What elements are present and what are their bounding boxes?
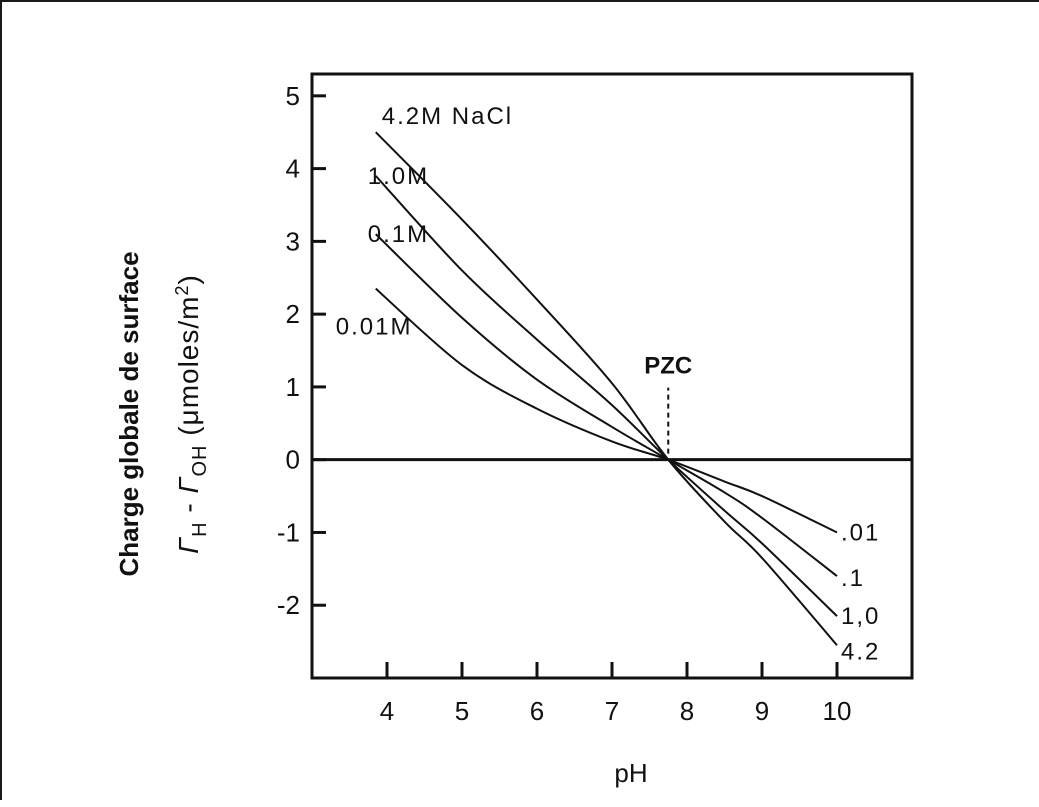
series-line: [375, 233, 838, 577]
units-superscript: 2: [172, 285, 192, 296]
gamma-oh-symbol: Γ: [173, 477, 204, 494]
y-tick-label: 1: [286, 372, 300, 402]
subscript-oh: OH: [189, 445, 211, 477]
x-axis-title: pH: [614, 758, 647, 788]
curves-layer: [375, 131, 838, 646]
x-tick-label: 7: [605, 696, 619, 726]
pzc-label: PZC: [644, 353, 692, 380]
y-tick-label: -2: [277, 590, 300, 620]
y-tick-label: 3: [286, 226, 300, 256]
series-end-label: 4.2: [841, 638, 880, 665]
x-tick-label: 8: [680, 696, 694, 726]
y-axis-title: Charge globale de surface: [114, 251, 144, 576]
series-line: [375, 287, 838, 534]
series-name-label: 0.1M: [368, 221, 429, 248]
y-tick-label: 2: [286, 299, 300, 329]
y-tick-label: 5: [286, 81, 300, 111]
series-end-label: 1,0: [841, 603, 880, 630]
x-tick-label: 9: [755, 696, 769, 726]
labels-layer: 4.2M NaCl 4.2 1.0M 1,0 0.1M .1 0.01M .01 PZC: [336, 103, 880, 665]
y-tick-label: -1: [277, 517, 300, 547]
units-open: (μmoles/m: [173, 296, 204, 445]
y-tick-label: 0: [286, 445, 300, 475]
series-name-label: 4.2M NaCl: [382, 103, 513, 130]
units-close: ): [173, 274, 204, 284]
y-axis-quantity-label: ΓH - ΓOH (μmoles/m2): [172, 274, 211, 554]
subscript-h: H: [189, 521, 211, 536]
series-line: [375, 131, 838, 646]
x-tick-label: 10: [823, 696, 852, 726]
gamma-h-symbol: Γ: [173, 537, 204, 554]
x-tick-label: 4: [380, 696, 394, 726]
y-tick-label: 4: [286, 154, 300, 184]
axes-layer: -2 -1 0 1 2 3 4 5 4 5 6 7 8 9 10: [277, 81, 912, 726]
series-end-label: .1: [841, 565, 865, 592]
series-end-label: .01: [841, 519, 880, 546]
x-tick-label: 5: [455, 696, 469, 726]
minus-sign: -: [173, 494, 204, 522]
series-name-label: 0.01M: [336, 314, 413, 341]
series-line: [375, 175, 838, 617]
series-name-label: 1.0M: [368, 163, 429, 190]
x-tick-label: 6: [530, 696, 544, 726]
